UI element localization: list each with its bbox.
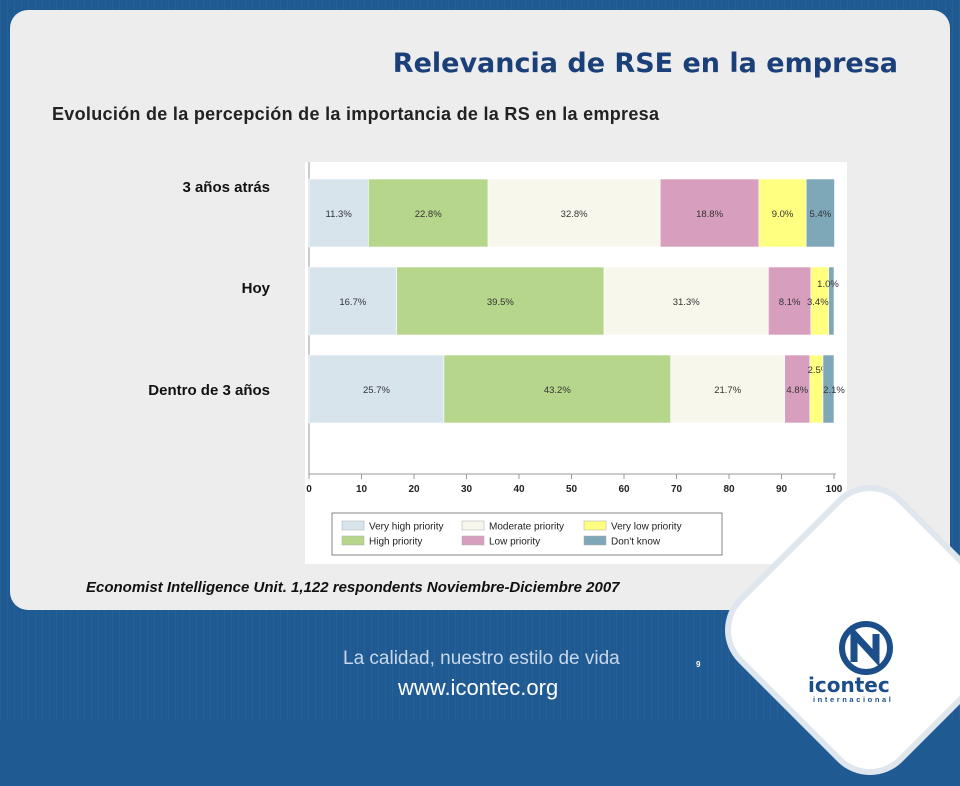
bar-data-label: 39.5% <box>487 297 514 308</box>
x-tick-label: 30 <box>461 484 473 495</box>
bar-segment <box>308 178 369 248</box>
bar-data-label: 9.0% <box>772 209 794 220</box>
page-number: 9 <box>696 660 701 669</box>
legend-label: Don't know <box>611 537 661 548</box>
bar-data-label: 16.7% <box>339 297 366 308</box>
row-label-3-anos-atras: 3 años atrás <box>182 179 270 196</box>
bar-data-label: 3.4% <box>807 297 829 308</box>
bar-data-label: 32.8% <box>561 209 588 220</box>
chart-panel: 11.3% 22.8% 32.8% 18.8% 9.0% 5.4% 16.7% 39.5% 31… <box>305 162 847 564</box>
legend-label: Moderate priority <box>489 522 564 533</box>
bar-data-label: 25.7% <box>363 385 390 396</box>
bar-data-label: 8.1% <box>779 297 801 308</box>
source-note: Economist Intelligence Unit. 1,122 respo… <box>86 579 620 596</box>
x-tick-label: 90 <box>776 484 788 495</box>
bar-data-label: 1.0% <box>817 279 839 290</box>
x-tick-label: 0 <box>306 484 312 495</box>
bar-data-label: 43.2% <box>544 385 571 396</box>
bar-segment <box>443 354 672 424</box>
bar-segment <box>822 354 835 424</box>
legend-box <box>331 512 723 556</box>
bar-segment <box>368 178 489 248</box>
bar-segment <box>805 178 835 248</box>
row-label-dentro-3-anos: Dentro de 3 años <box>148 382 270 399</box>
bar-data-label: 31.3% <box>673 297 700 308</box>
bar-data-label: 2.5% <box>808 365 830 376</box>
bar-segment <box>308 266 397 336</box>
bar-segment <box>828 266 835 336</box>
bar-data-label: 2.1% <box>823 385 845 396</box>
legend-swatch <box>341 535 365 546</box>
legend-swatch <box>461 535 485 546</box>
icontec-logo-icon <box>839 621 893 675</box>
legend-swatch <box>341 520 365 531</box>
x-tick-label: 10 <box>356 484 368 495</box>
bar-data-label: 18.8% <box>696 209 723 220</box>
legend-label: Very low priority <box>611 522 682 533</box>
logo-subtitle: internacional <box>813 695 894 704</box>
bar-data-label: 4.8% <box>786 385 808 396</box>
x-tick-label: 20 <box>408 484 420 495</box>
bar-data-label: 21.7% <box>714 385 741 396</box>
logo-wordmark: icontec <box>808 673 890 697</box>
slide-title: Relevancia de RSE en la empresa <box>392 48 898 79</box>
legend-swatch <box>583 535 607 546</box>
legend-label: Very high priority <box>369 522 443 533</box>
bar-segment <box>487 178 661 248</box>
footer-tagline: La calidad, nuestro estilo de vida <box>343 648 620 669</box>
bar-segment <box>784 354 811 424</box>
x-tick-label: 40 <box>513 484 525 495</box>
x-tick-label: 50 <box>566 484 578 495</box>
bar-data-label: 11.3% <box>326 209 353 220</box>
footer-website: www.icontec.org <box>398 675 559 700</box>
legend-swatch <box>461 520 485 531</box>
x-tick-label: 70 <box>671 484 683 495</box>
legend-label: Low priority <box>489 537 540 548</box>
legend-label: High priority <box>369 537 422 548</box>
stacked-bar-chart: 11.3% 22.8% 32.8% 18.8% 9.0% 5.4% 16.7% 39.5% 31… <box>306 162 845 556</box>
bar-segment <box>603 266 769 336</box>
bar-segment <box>670 354 785 424</box>
x-tick-label: 80 <box>723 484 735 495</box>
slide-subtitle: Evolución de la percepción de la importa… <box>52 104 660 124</box>
row-label-hoy: Hoy <box>241 280 270 297</box>
x-tick-label: 100 <box>826 484 843 495</box>
bar-segment <box>308 354 445 424</box>
bar-data-label: 22.8% <box>415 209 442 220</box>
bar-segment <box>396 266 605 336</box>
x-tick-label: 60 <box>618 484 630 495</box>
bar-data-label: 5.4% <box>810 209 832 220</box>
legend-swatch <box>583 520 607 531</box>
